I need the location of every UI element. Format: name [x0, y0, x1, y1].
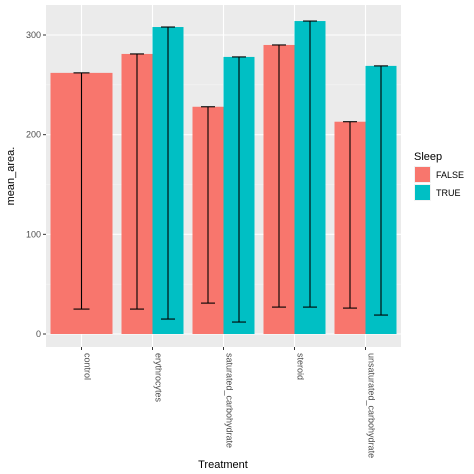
- x-tick-label: control: [83, 353, 93, 380]
- y-axis: 0 100 200 300: [26, 30, 46, 339]
- x-axis: control erythrocytes saturated_carbohydrat…: [81, 347, 377, 458]
- legend-title: Sleep: [414, 151, 442, 163]
- y-axis-title: mean_area.: [5, 147, 17, 206]
- legend-key-false: [415, 167, 430, 182]
- x-tick-label: unsaturated_carbohydrate: [367, 353, 377, 458]
- y-tick-label: 0: [36, 329, 41, 339]
- x-tick-label: saturated_carbohydrate: [225, 353, 235, 448]
- x-tick-label: erythrocytes: [154, 353, 164, 403]
- x-axis-title: Treatment: [198, 459, 248, 471]
- error-bars: [73, 20, 388, 323]
- y-tick-label: 200: [26, 130, 41, 140]
- y-tick-label: 300: [26, 30, 41, 40]
- legend-label-false: FALSE: [436, 170, 464, 180]
- x-tick-label: steroid: [296, 353, 306, 380]
- legend: Sleep FALSE TRUE: [414, 151, 464, 201]
- legend-key-true: [415, 185, 430, 200]
- y-tick-label: 100: [26, 229, 41, 239]
- legend-label-true: TRUE: [436, 188, 461, 198]
